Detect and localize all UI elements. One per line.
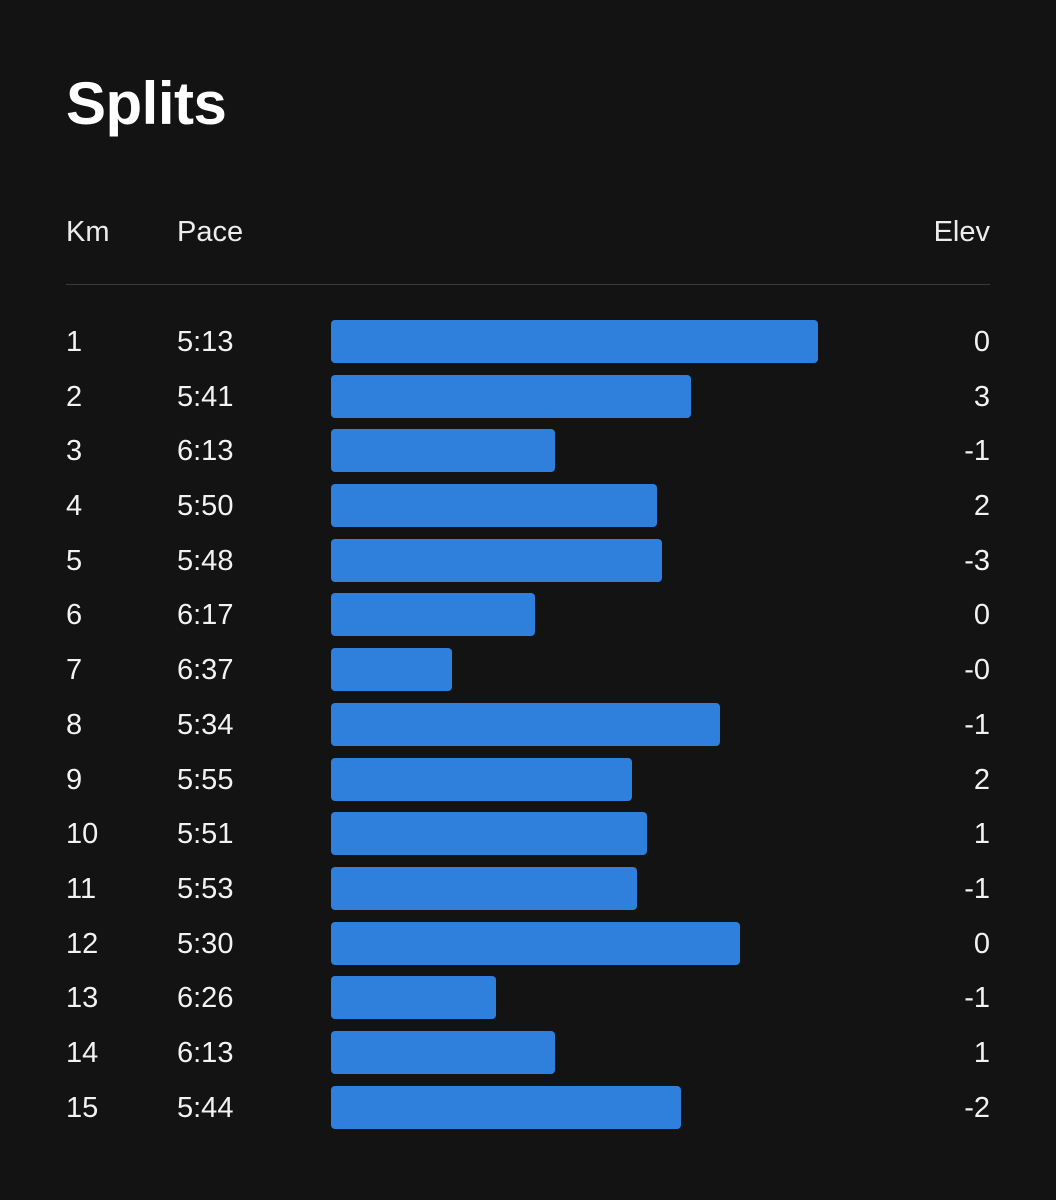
split-elevation: -1 [964,708,990,741]
split-km: 5 [66,544,83,577]
pace-bar [331,374,691,418]
column-header-elev: Elev [933,216,990,248]
pace-bar [331,538,662,582]
split-km: 7 [66,654,83,687]
split-pace: 5:30 [177,927,234,960]
split-pace: 5:50 [177,490,234,523]
pace-bar-track [331,866,826,910]
pace-bar [331,1030,555,1074]
split-row: 6 6:17 0 [66,588,990,643]
split-elevation: 2 [973,763,990,796]
pace-bar [331,812,647,856]
split-km: 6 [66,599,83,632]
split-pace: 5:41 [177,380,234,413]
split-pace: 6:26 [177,982,234,1015]
split-pace: 6:17 [177,599,234,632]
split-km: 10 [66,818,99,851]
column-header-km: Km [66,216,110,248]
split-row: 5 5:48 -3 [66,534,990,589]
header-divider [66,284,990,285]
pace-bar [331,866,637,910]
pace-bar [331,757,632,801]
pace-bar [331,484,657,528]
pace-bar [331,593,535,637]
pace-bar [331,702,721,746]
split-pace: 6:13 [177,1036,234,1069]
split-elevation: 2 [973,490,990,523]
pace-bar [331,921,740,965]
split-elevation: 0 [973,927,990,960]
split-elevation: 0 [973,326,990,358]
split-pace: 6:37 [177,654,234,687]
splits-header-row: Km Pace Elev [66,212,990,252]
split-elevation: -1 [964,435,990,468]
split-km: 2 [66,380,83,413]
split-row: 11 5:53 -1 [66,862,990,917]
pace-bar-track [331,374,826,418]
split-km: 13 [66,982,99,1015]
pace-bar [331,320,819,363]
pace-bar-track [331,1030,826,1074]
split-elevation: -1 [964,982,990,1015]
split-row: 14 6:13 1 [66,1026,990,1081]
split-pace: 5:55 [177,763,234,796]
split-row: 4 5:50 2 [66,479,990,534]
pace-bar-track [331,484,826,528]
split-km: 15 [66,1091,99,1124]
split-km: 9 [66,763,83,796]
pace-bar-track [331,429,826,473]
split-pace: 5:34 [177,708,234,741]
splits-list: 1 5:13 0 2 5:41 3 3 6:13 -1 4 5:50 2 5 5:48 -3 6 6:17 0 7 6… [66,315,990,1135]
split-km: 4 [66,490,83,523]
split-km: 1 [66,326,83,358]
split-row: 1 5:13 0 [66,315,990,370]
pace-bar-track [331,538,826,582]
pace-bar [331,976,496,1020]
pace-bar-track [331,702,826,746]
split-km: 12 [66,927,99,960]
pace-bar-track [331,1085,826,1129]
split-km: 8 [66,708,83,741]
split-pace: 6:13 [177,435,234,468]
pace-bar-track [331,812,826,856]
split-pace: 5:13 [177,326,234,358]
split-elevation: -1 [964,872,990,905]
split-row: 3 6:13 -1 [66,424,990,479]
page-title: Splits [66,70,227,137]
split-km: 14 [66,1036,99,1069]
split-row: 12 5:30 0 [66,917,990,972]
pace-bar-track [331,757,826,801]
pace-bar-track [331,593,826,637]
split-km: 11 [66,872,97,905]
split-row: 9 5:55 2 [66,753,990,808]
split-pace: 5:51 [177,818,234,851]
split-elevation: -3 [964,544,990,577]
split-elevation: -0 [964,654,990,687]
pace-bar [331,1085,681,1129]
split-elevation: 3 [973,380,990,413]
column-header-pace: Pace [177,216,244,248]
split-elevation: 1 [973,818,990,851]
split-pace: 5:48 [177,544,234,577]
pace-bar [331,429,555,473]
split-pace: 5:53 [177,872,234,905]
split-row: 8 5:34 -1 [66,698,990,753]
split-pace: 5:44 [177,1091,234,1124]
split-row: 10 5:51 1 [66,807,990,862]
split-elevation: -2 [964,1091,990,1124]
pace-bar-track [331,976,826,1020]
pace-bar-track [331,648,826,692]
pace-bar-track [331,921,826,965]
split-elevation: 0 [973,599,990,632]
split-elevation: 1 [973,1036,990,1069]
split-row: 2 5:41 3 [66,370,990,425]
split-row: 7 6:37 -0 [66,643,990,698]
split-km: 3 [66,435,83,468]
pace-bar [331,648,452,692]
split-row: 13 6:26 -1 [66,971,990,1026]
pace-bar-track [331,320,826,363]
split-row: 15 5:44 -2 [66,1081,990,1136]
